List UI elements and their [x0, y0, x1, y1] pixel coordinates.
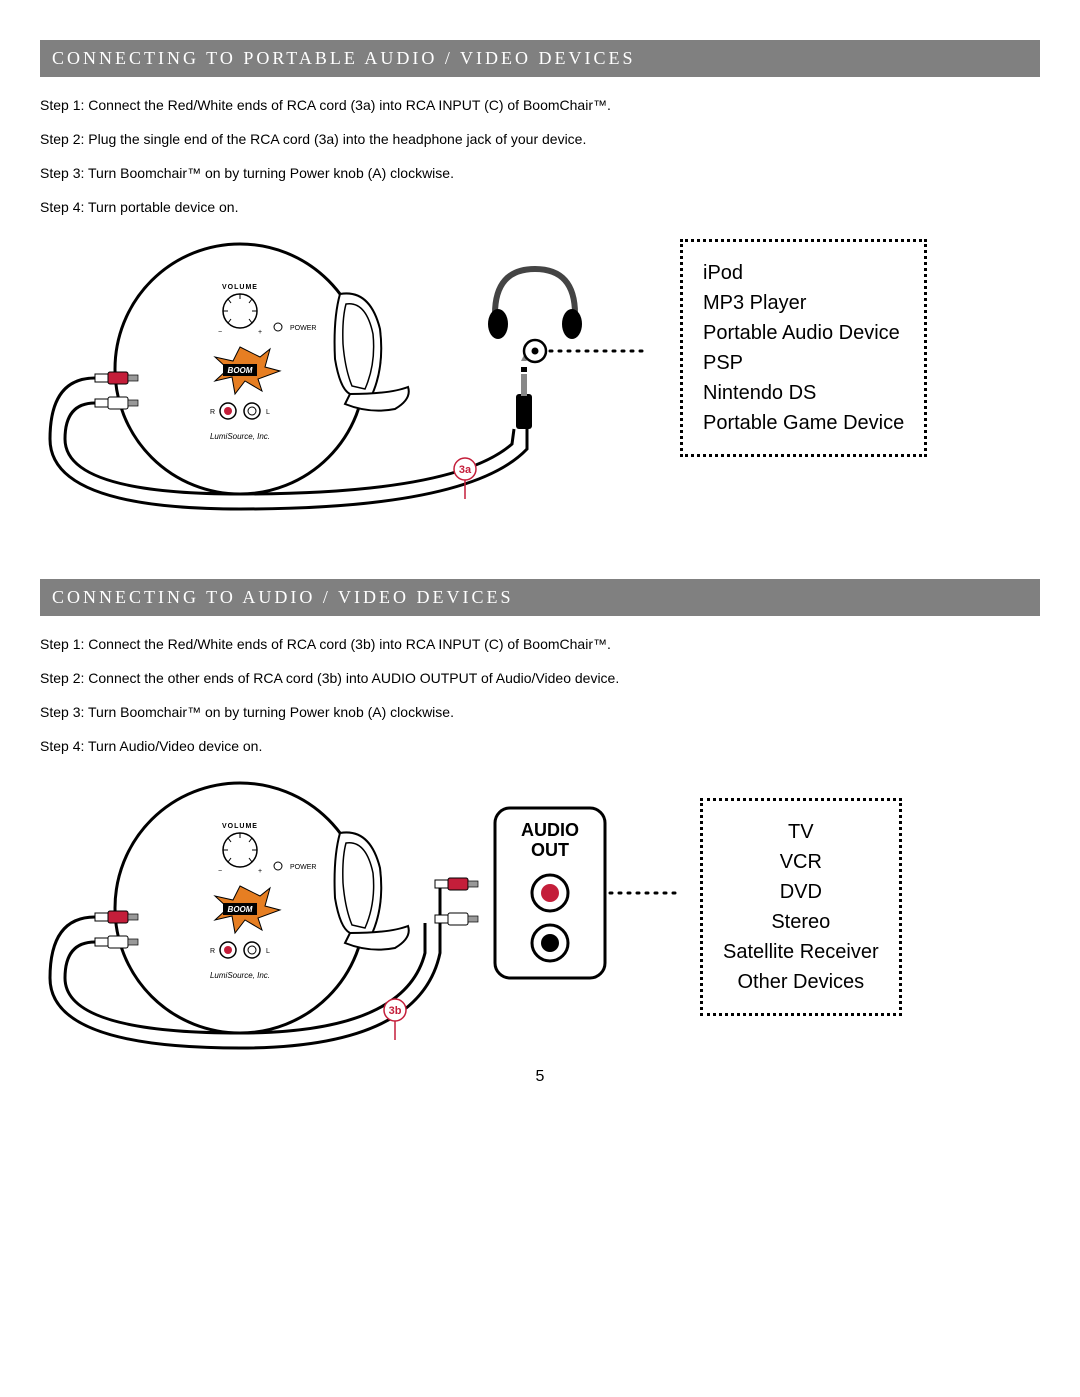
section1-device-box: iPod MP3 Player Portable Audio Device PS… [680, 239, 927, 457]
device-item: MP3 Player [703, 288, 904, 318]
step-text: Step 3: Turn Boomchair™ on by turning Po… [40, 704, 1040, 720]
device-item: Other Devices [723, 967, 879, 997]
r-label: R [210, 948, 215, 955]
section1-diagram-row: VOLUME − + POWER BOOM R L LumiSource, [40, 239, 1040, 519]
svg-text:BOOM: BOOM [228, 366, 253, 375]
device-item: PSP [703, 348, 904, 378]
rca-plug-white-right [435, 913, 478, 925]
step-text: Step 4: Turn portable device on. [40, 199, 1040, 215]
page-number: 5 [40, 1068, 1040, 1086]
cord-label: 3b [389, 1005, 402, 1017]
cord-label: 3a [459, 464, 472, 476]
power-label: POWER [290, 864, 316, 871]
section2-diagram-row: VOLUME − + POWER BOOM R L LumiSource, In… [40, 778, 1040, 1058]
headphones-icon [488, 269, 582, 339]
audio-out-label1: AUDIO [521, 820, 579, 840]
section2-device-box: TV VCR DVD Stereo Satellite Receiver Oth… [700, 798, 902, 1016]
diagram2-svg: VOLUME − + POWER BOOM R L LumiSource, In… [40, 778, 680, 1058]
r-label: R [210, 409, 215, 416]
section1-header: Connecting to Portable Audio / Video Dev… [40, 40, 1040, 77]
plus-label: + [258, 329, 262, 336]
device-item: DVD [723, 877, 879, 907]
volume-label: VOLUME [222, 284, 258, 291]
step-text: Step 1: Connect the Red/White ends of RC… [40, 97, 1040, 113]
device-item: Nintendo DS [703, 378, 904, 408]
section1-steps: Step 1: Connect the Red/White ends of RC… [40, 97, 1040, 215]
diagram1-svg: VOLUME − + POWER BOOM R L LumiSource, [40, 239, 660, 519]
step-text: Step 3: Turn Boomchair™ on by turning Po… [40, 165, 1040, 181]
step-text: Step 1: Connect the Red/White ends of RC… [40, 636, 1040, 652]
power-label: POWER [290, 325, 316, 332]
step-text: Step 4: Turn Audio/Video device on. [40, 738, 1040, 754]
minus-label: − [218, 329, 222, 336]
device-item: Satellite Receiver [723, 937, 879, 967]
section2-header: Connecting to Audio / Video Devices [40, 579, 1040, 616]
audio-out-label2: OUT [531, 840, 569, 860]
rca-plug-red-right [435, 878, 478, 890]
company-label: LumiSource, Inc. [210, 432, 270, 441]
device-item: Stereo [723, 907, 879, 937]
device-item: iPod [703, 258, 904, 288]
volume-label: VOLUME [222, 823, 258, 830]
device-item: TV [723, 817, 879, 847]
step-text: Step 2: Connect the other ends of RCA co… [40, 670, 1040, 686]
step-text: Step 2: Plug the single end of the RCA c… [40, 131, 1040, 147]
device-item: Portable Game Device [703, 408, 904, 438]
headphone-jack-icon [516, 355, 532, 429]
company-label: LumiSource, Inc. [210, 971, 270, 980]
minus-label: − [218, 868, 222, 875]
section2-steps: Step 1: Connect the Red/White ends of RC… [40, 636, 1040, 754]
l-label: L [266, 409, 270, 416]
device-item: VCR [723, 847, 879, 877]
plus-label: + [258, 868, 262, 875]
device-item: Portable Audio Device [703, 318, 904, 348]
l-label: L [266, 948, 270, 955]
svg-text:BOOM: BOOM [228, 905, 253, 914]
